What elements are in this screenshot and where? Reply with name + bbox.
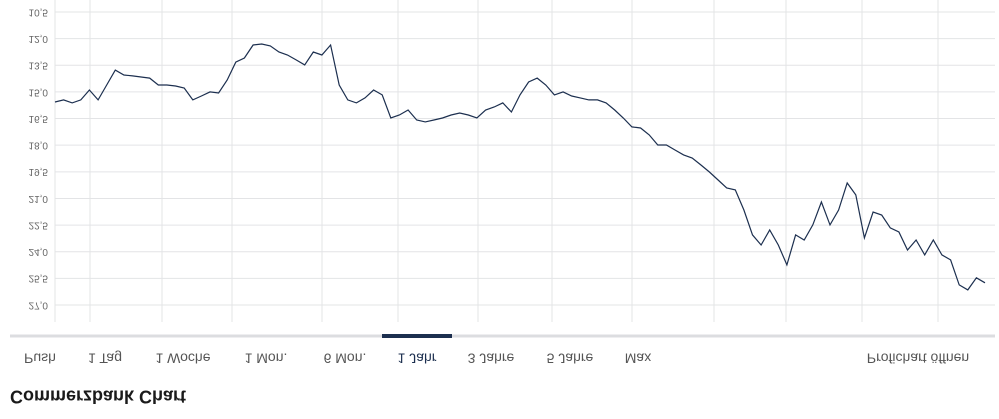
- y-tick-label: 15,0: [29, 86, 49, 97]
- y-tick-label: 24,0: [29, 246, 49, 257]
- profichart-link[interactable]: Profichart öffnen: [867, 350, 969, 366]
- active-tab-indicator: [382, 334, 452, 338]
- tab[interactable]: 3 Jahre: [468, 350, 515, 366]
- y-tick-label: 25,5: [29, 273, 49, 284]
- y-tick-label: 12,0: [29, 33, 49, 44]
- y-tick-label: 10,5: [29, 6, 49, 17]
- tab[interactable]: 5 Jahre: [547, 350, 594, 366]
- y-tick-label: 22,5: [29, 219, 49, 230]
- tab[interactable]: 1 Tag: [88, 350, 122, 366]
- y-tick-label: 16,5: [29, 113, 49, 124]
- tab[interactable]: 1 Jahr: [398, 350, 437, 366]
- y-tick-label: 21,0: [29, 193, 49, 204]
- tab[interactable]: 6 Mon.: [324, 350, 367, 366]
- tab[interactable]: 1 Mon.: [245, 350, 288, 366]
- page-title: Commerzbank Chart: [10, 386, 186, 406]
- tab[interactable]: Push: [24, 350, 56, 366]
- y-tick-label: 27,0: [29, 299, 49, 310]
- y-tick-label: 19,5: [29, 166, 49, 177]
- tab[interactable]: Max: [625, 350, 651, 366]
- flipped-view: Commerzbank Chart Push 1 Tag 1 Woche 1 Mon.…: [10, 0, 995, 406]
- y-tick-label: 13,5: [29, 60, 49, 71]
- tab[interactable]: 1 Woche: [156, 350, 211, 366]
- price-line: [54, 43, 986, 291]
- y-tick-label: 18,0: [29, 140, 49, 151]
